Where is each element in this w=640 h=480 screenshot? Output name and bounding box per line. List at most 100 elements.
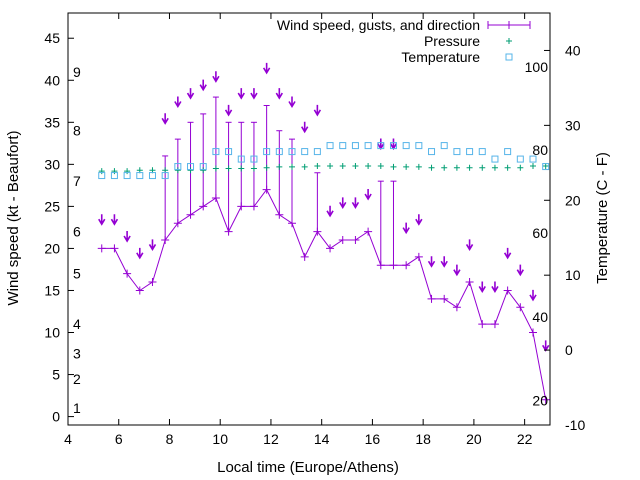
wind-direction-arrow xyxy=(161,113,169,125)
beaufort-label: 4 xyxy=(73,316,81,332)
wind-speed-point xyxy=(199,202,208,211)
temperature-point xyxy=(377,142,385,150)
legend: Wind speed, gusts, and direction Pressur… xyxy=(277,17,531,65)
wind-speed-point xyxy=(414,252,423,261)
temperature-point xyxy=(263,148,271,156)
wind-speed-point xyxy=(516,303,525,312)
wind-direction-arrow xyxy=(288,96,296,109)
wind-speed-point xyxy=(237,202,246,211)
temperature-point xyxy=(478,148,486,156)
beaufort-label: 1 xyxy=(73,400,81,416)
pressure-point xyxy=(111,168,118,175)
wind-speed-point xyxy=(427,294,436,303)
pressure-point xyxy=(441,164,448,171)
pressure-point xyxy=(390,163,397,170)
temperature-point xyxy=(301,148,309,156)
wind-direction-arrow xyxy=(364,188,372,201)
pressure-point xyxy=(276,163,283,170)
wind-direction-arrow xyxy=(415,214,423,226)
beaufort-label: 3 xyxy=(73,346,81,362)
temperature-point xyxy=(123,172,131,180)
pressure-point xyxy=(365,163,372,170)
wind-speed-point xyxy=(465,278,474,287)
wind-speed-point xyxy=(110,244,119,253)
legend-swatch-wind-marker xyxy=(505,21,513,29)
temperature-point xyxy=(440,142,448,150)
y-tick-label: 0 xyxy=(52,409,60,425)
wind-direction-arrow xyxy=(174,96,182,109)
wind-speed-point xyxy=(211,193,220,202)
pressure-point xyxy=(250,165,257,172)
wind-speed-line xyxy=(101,188,547,400)
temperature-point xyxy=(516,155,524,163)
wind-speed-point xyxy=(338,236,347,245)
temperature-point xyxy=(504,148,512,156)
wind-speed-point xyxy=(123,269,132,278)
wind-direction-arrow xyxy=(98,214,106,226)
wind-speed-point xyxy=(364,227,373,236)
beaufort-label: 5 xyxy=(73,266,81,282)
temperature-point xyxy=(250,155,258,163)
temperature-point xyxy=(402,142,410,150)
temperature-point xyxy=(187,163,195,171)
wind-speed-point xyxy=(490,320,499,329)
wind-direction-arrow xyxy=(491,281,499,294)
pressure-point xyxy=(530,163,537,170)
legend-swatch-pressure xyxy=(506,38,512,44)
wind-direction-arrow xyxy=(339,197,347,209)
temperature-point xyxy=(364,142,372,150)
wind-direction-arrow xyxy=(199,79,207,92)
wind-speed-point xyxy=(249,202,258,211)
wind-speed-point xyxy=(262,185,271,194)
wind-speed-point xyxy=(440,294,449,303)
pressure-point xyxy=(352,163,359,170)
pressure-point xyxy=(289,163,296,170)
wind-direction-arrow xyxy=(110,214,119,226)
wind-speed-point xyxy=(288,219,297,228)
y2-tick-label: 20 xyxy=(565,192,581,208)
wind-speed-point xyxy=(148,278,157,287)
pressure-point xyxy=(491,164,498,171)
temperature-point xyxy=(389,142,397,150)
x-tick-label: 16 xyxy=(365,431,381,447)
wind-direction-arrow xyxy=(529,289,537,302)
y-tick-label: 15 xyxy=(44,282,60,298)
pressure-point xyxy=(517,164,524,171)
legend-label-pressure: Pressure xyxy=(424,33,480,49)
temperature-point xyxy=(161,172,169,180)
wind-speed-point xyxy=(224,227,233,236)
x-tick-label: 8 xyxy=(166,431,174,447)
wind-speed-point xyxy=(376,261,385,270)
beaufort-label: 9 xyxy=(73,64,81,80)
y2-tick-label: 10 xyxy=(565,267,581,283)
temperature-point xyxy=(415,142,423,150)
wind-speed-point xyxy=(351,236,360,245)
temperature-point xyxy=(542,163,550,171)
beaufort-label: 8 xyxy=(73,123,81,139)
wind-speed-point xyxy=(529,328,538,337)
temperature-point xyxy=(148,172,156,180)
y2-tick-label: -10 xyxy=(565,417,585,433)
y-tick-label: 45 xyxy=(44,30,60,46)
pressure-point xyxy=(466,164,473,171)
pressure-point xyxy=(225,165,232,172)
wind-direction-arrow xyxy=(262,62,271,75)
wind-speed-point xyxy=(326,244,335,253)
plot-frame xyxy=(67,12,551,426)
beaufort-label: 7 xyxy=(73,173,81,189)
x-tick-label: 14 xyxy=(314,431,330,447)
wind-direction-arrow xyxy=(453,264,461,277)
pressure-point xyxy=(263,164,270,171)
wind-direction-arrow xyxy=(503,247,512,260)
wind-direction-arrow xyxy=(465,239,474,251)
fahrenheit-label: 60 xyxy=(532,225,548,241)
y-axis-label: Wind speed (kt - Beaufort) xyxy=(5,130,22,305)
y-tick-label: 30 xyxy=(44,156,60,172)
pressure-point xyxy=(174,167,181,174)
y2-tick-label: 30 xyxy=(565,117,581,133)
pressure-point xyxy=(453,164,460,171)
temperature-point xyxy=(351,142,359,150)
wind-direction-arrow xyxy=(542,340,550,352)
legend-label-wind: Wind speed, gusts, and direction xyxy=(277,17,480,33)
wind-direction-arrow xyxy=(402,222,410,235)
